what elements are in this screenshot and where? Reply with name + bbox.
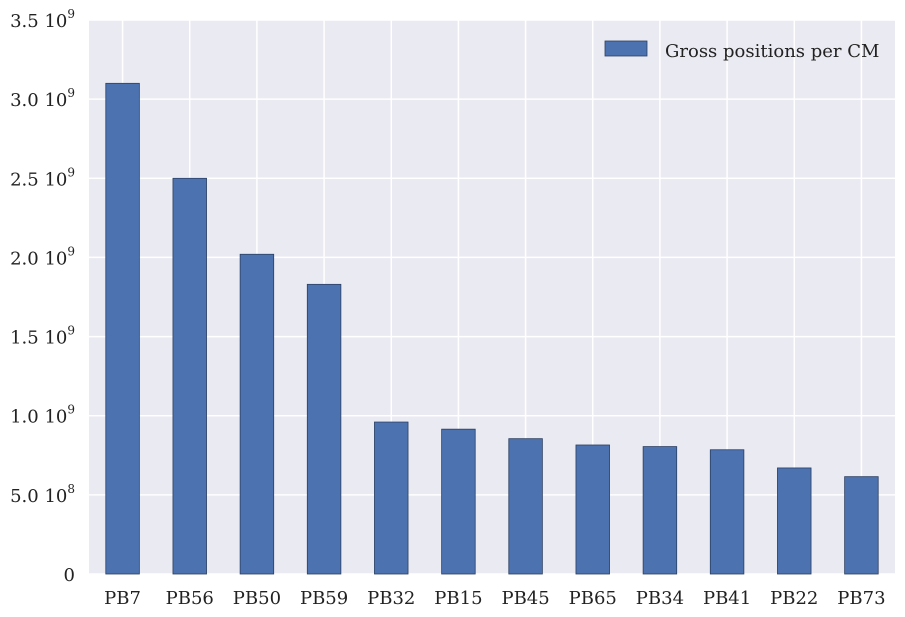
y-tick-mantissa: 3.5 10 [10, 11, 67, 32]
x-tick-label: PB34 [636, 588, 684, 609]
x-tick-label: PB32 [367, 588, 415, 609]
bar-pb32 [374, 421, 409, 575]
x-tick-label: PB65 [569, 588, 617, 609]
y-tick-mantissa: 2.0 10 [10, 248, 67, 269]
y-tick-exponent: 9 [67, 86, 75, 100]
x-tick-label: PB7 [104, 588, 141, 609]
bar-pb50 [239, 253, 275, 575]
y-tick-mantissa: 5.0 10 [10, 486, 67, 507]
bars [105, 82, 879, 575]
y-tick-label: 3.5 109 [10, 7, 75, 32]
y-tick-mantissa: 1.0 10 [10, 407, 67, 428]
x-tick-label: PB59 [300, 588, 348, 609]
x-tick-label: PB15 [434, 588, 482, 609]
bar-pb7 [105, 82, 140, 575]
y-tick-label: 5.0 108 [10, 482, 75, 507]
y-tick-label: 0 [64, 565, 75, 586]
x-tick-label: PB41 [703, 588, 751, 609]
y-tick-mantissa: 3.0 10 [10, 90, 67, 111]
bar-pb22 [777, 467, 812, 575]
y-tick-mantissa: 1.5 10 [10, 328, 67, 349]
x-tick-label: PB50 [233, 588, 281, 609]
x-tick-label: PB45 [501, 588, 549, 609]
y-tick-exponent: 9 [67, 244, 75, 258]
y-tick-exponent: 8 [67, 482, 75, 496]
bar-pb56 [172, 177, 207, 575]
y-tick-label: 2.0 109 [10, 244, 75, 269]
legend: Gross positions per CM [604, 40, 879, 62]
bar-pb73 [844, 476, 879, 575]
bar-pb15 [441, 428, 476, 575]
y-tick-mantissa: 2.5 10 [10, 169, 67, 190]
y-tick-label: 1.0 109 [10, 403, 75, 428]
bar-pb41 [709, 449, 745, 575]
x-tick-label: PB56 [166, 588, 214, 609]
bar-pb59 [306, 283, 342, 575]
bar-pb34 [642, 446, 678, 575]
y-tick-exponent: 9 [67, 324, 75, 338]
y-tick-label: 2.5 109 [10, 165, 75, 190]
bar-pb45 [508, 438, 543, 575]
plot-area [89, 20, 895, 574]
x-tick-label: PB22 [770, 588, 818, 609]
x-tick-labels: PB7 PB56 PB50 PB59 PB32 PB15 PB45 PB65 PB34 PB41 P… [104, 588, 885, 609]
y-tick-label: 3.0 109 [10, 86, 75, 111]
y-tick-exponent: 9 [67, 165, 75, 179]
y-tick-mantissa: 0 [64, 565, 75, 586]
bar-pb65 [575, 444, 610, 575]
x-tick-label: PB73 [837, 588, 885, 609]
y-tick-exponent: 9 [67, 7, 75, 21]
legend-label: Gross positions per CM [665, 41, 879, 62]
y-tick-exponent: 9 [67, 403, 75, 417]
legend-swatch [604, 40, 648, 57]
y-tick-label: 1.5 109 [10, 324, 75, 349]
